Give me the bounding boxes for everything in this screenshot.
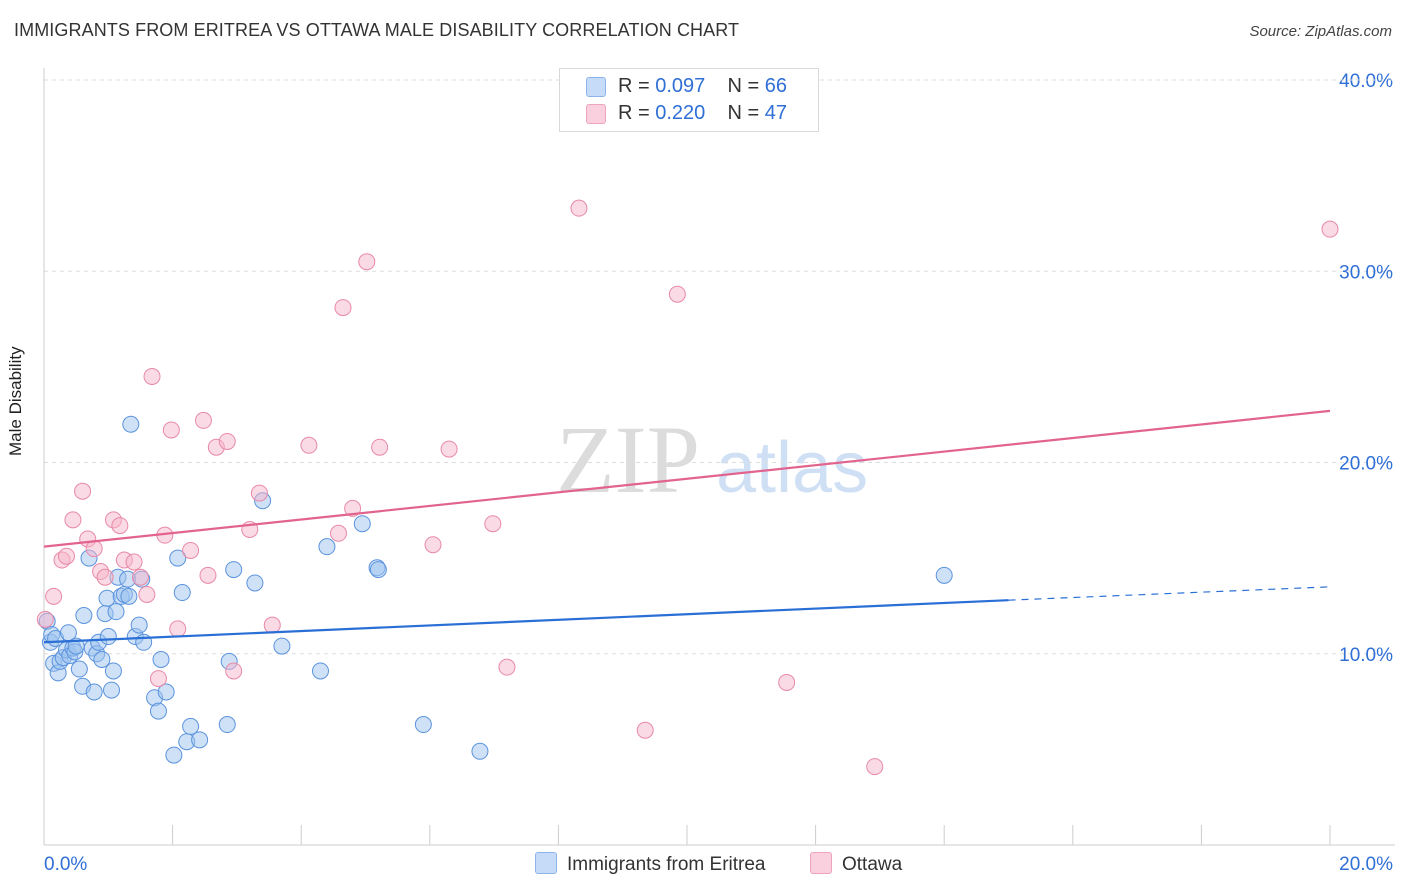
ottawa-point <box>36 610 54 628</box>
eritrea-point <box>122 415 140 433</box>
ottawa-point <box>194 411 212 429</box>
bottom-legend-swatch-ottawa <box>810 852 832 874</box>
ottawa-point <box>344 499 362 517</box>
ottawa-point <box>182 541 200 559</box>
bottom-legend-eritrea: Immigrants from Eritrea <box>535 852 765 876</box>
eritrea-point <box>935 566 953 584</box>
ottawa-point <box>149 670 167 688</box>
eritrea-point <box>107 603 125 621</box>
ottawa-point <box>162 421 180 439</box>
ottawa-point <box>778 673 796 691</box>
ottawa-point <box>131 568 149 586</box>
eritrea-point <box>191 731 209 749</box>
ottawa-point <box>1321 220 1339 238</box>
eritrea-point <box>273 637 291 655</box>
eritrea-point <box>99 628 117 646</box>
ottawa-point <box>74 482 92 500</box>
correlation-legend: R = 0.097 N = 66 R = 0.220 N = 47 <box>559 68 819 132</box>
legend-n-value: 47 <box>764 102 788 124</box>
y-tick-label: 30.0% <box>1339 262 1393 283</box>
ottawa-point <box>300 436 318 454</box>
eritrea-point <box>120 587 138 605</box>
eritrea-point <box>104 662 122 680</box>
eritrea-point <box>75 607 93 624</box>
bottom-legend-swatch-eritrea <box>535 852 557 874</box>
ottawa-point <box>498 658 516 676</box>
ottawa-point <box>218 432 236 450</box>
legend-r-label: R = <box>618 75 656 97</box>
ottawa-point <box>329 524 347 542</box>
ottawa-point <box>199 566 217 584</box>
legend-n-label: N = <box>727 75 765 97</box>
ottawa-point <box>334 299 352 317</box>
eritrea-point <box>93 650 111 668</box>
legend-swatch-ottawa <box>586 104 606 124</box>
eritrea-point <box>182 717 200 735</box>
ottawa-point <box>250 484 268 502</box>
ottawa-point <box>440 440 458 458</box>
eritrea-point <box>130 616 148 634</box>
eritrea-point <box>369 561 387 579</box>
ottawa-point <box>138 585 156 603</box>
eritrea-point <box>318 538 336 556</box>
ottawa-point <box>45 587 63 605</box>
chart-title: IMMIGRANTS FROM ERITREA VS OTTAWA MALE D… <box>14 20 740 40</box>
x-tick-label: 20.0% <box>1339 854 1393 875</box>
legend-n-label: N = <box>727 102 765 124</box>
x-tick-label: 0.0% <box>44 854 87 875</box>
eritrea-point <box>149 702 167 720</box>
ottawa-point <box>111 517 129 535</box>
ottawa-point <box>263 616 281 634</box>
ottawa-point <box>668 285 686 303</box>
watermark-zip: ZIP <box>556 406 700 513</box>
ottawa-point <box>358 253 376 271</box>
ottawa-point <box>484 515 502 533</box>
ottawa-point <box>58 547 76 565</box>
source-label: Source: ZipAtlas.com <box>1249 23 1392 40</box>
eritrea-point <box>311 662 329 680</box>
ottawa-point <box>424 536 442 554</box>
eritrea-point <box>103 681 121 699</box>
ottawa-point <box>169 620 187 638</box>
ottawa-point <box>636 721 654 739</box>
ottawa-point <box>143 367 161 385</box>
legend-r-label: R = <box>618 102 656 124</box>
ottawa-point <box>866 758 884 776</box>
eritrea-point <box>414 716 432 734</box>
eritrea-point <box>169 549 187 567</box>
legend-swatch-eritrea <box>586 77 606 97</box>
eritrea-point <box>353 515 371 533</box>
eritrea-point <box>225 561 243 579</box>
ottawa-point <box>371 438 389 456</box>
legend-n-value: 66 <box>764 75 788 97</box>
eritrea-point <box>165 746 183 764</box>
bottom-legend-ottawa: Ottawa <box>810 852 902 876</box>
eritrea-trend-extension <box>1008 586 1331 601</box>
ottawa-point <box>225 662 243 680</box>
ottawa-point <box>64 511 82 529</box>
eritrea-point <box>173 584 191 602</box>
bottom-legend-label-ottawa: Ottawa <box>842 854 903 875</box>
y-tick-label: 20.0% <box>1339 454 1393 475</box>
bottom-legend-label-eritrea: Immigrants from Eritrea <box>567 854 766 875</box>
y-tick-label: 40.0% <box>1339 71 1393 92</box>
ottawa-point <box>570 199 588 217</box>
eritrea-point <box>471 742 489 760</box>
y-tick-label: 10.0% <box>1339 645 1393 666</box>
eritrea-point <box>152 650 170 668</box>
legend-r-value: 0.220 <box>655 102 706 124</box>
eritrea-point <box>218 716 236 734</box>
eritrea-point <box>85 683 103 701</box>
eritrea-point <box>157 683 175 701</box>
eritrea-point <box>70 660 88 678</box>
ottawa-point <box>96 568 114 586</box>
eritrea-point <box>246 574 264 592</box>
ottawa-trend-line <box>43 409 1331 548</box>
ottawa-point <box>125 553 143 571</box>
legend-r-value: 0.097 <box>655 75 706 97</box>
eritrea-trend-line <box>43 599 1009 644</box>
